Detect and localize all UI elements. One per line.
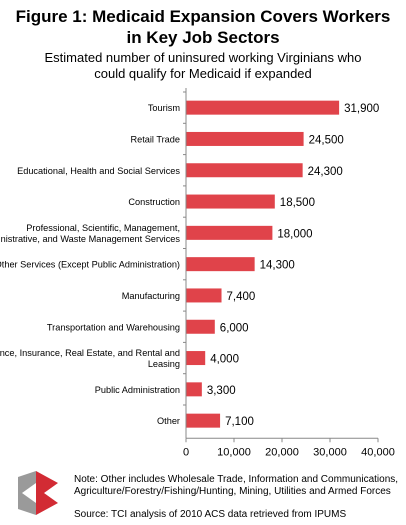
bar <box>186 194 275 209</box>
chart-note: Note: Other includes Wholesale Trade, In… <box>74 474 399 497</box>
bar <box>186 319 215 334</box>
bar <box>186 163 303 178</box>
x-tick-label: 40,000 <box>361 446 395 458</box>
data-label: 3,300 <box>207 385 236 397</box>
bar <box>186 382 202 397</box>
data-label: 24,300 <box>308 166 343 178</box>
category-label: Manufacturing <box>122 291 180 301</box>
data-label: 24,500 <box>309 134 344 146</box>
chart-subtitle-line-1: Estimated number of uninsured working Vi… <box>44 50 362 65</box>
data-label: 7,100 <box>225 416 254 428</box>
data-label: 18,000 <box>277 228 312 240</box>
data-label: 31,900 <box>344 103 379 115</box>
chart-subtitle-line-2: could qualify for Medicaid if expanded <box>94 66 312 81</box>
data-label: 7,400 <box>227 291 256 303</box>
bar <box>186 225 273 240</box>
category-label: Transportation and Warehousing <box>47 322 180 332</box>
data-label: 14,300 <box>260 260 295 272</box>
data-label: 18,500 <box>280 197 315 209</box>
category-label: Retail Trade <box>130 134 180 144</box>
bar <box>186 257 255 272</box>
category-label: Tourism <box>148 103 181 113</box>
bar <box>186 288 222 303</box>
bar <box>186 100 340 115</box>
chart-title-line-2: in Key Job Sectors <box>126 28 280 47</box>
x-tick-label: 30,000 <box>313 446 347 458</box>
category-label: Construction <box>128 197 180 207</box>
x-tick-label: 10,000 <box>217 446 251 458</box>
data-label: 6,000 <box>220 322 249 334</box>
bar <box>186 351 206 366</box>
bar <box>186 413 221 428</box>
category-label: Educational, Health and Social Services <box>17 166 180 176</box>
chart-title-line-1: Figure 1: Medicaid Expansion Covers Work… <box>15 7 391 26</box>
category-label: Other <box>157 416 180 426</box>
tci-logo-icon <box>14 469 62 517</box>
category-label: Public Administration <box>95 385 180 395</box>
category-label: Professional, Scientific, Management,Adm… <box>0 223 180 244</box>
bar-chart: Tourism 31,900 Retail Trade 24,500 Education… <box>0 88 395 458</box>
chart-source: Source: TCI analysis of 2010 ACS data re… <box>74 509 347 520</box>
category-label: Other Services (Except Public Administra… <box>0 260 180 270</box>
category-label: Finance, Insurance, Real Estate, and Ren… <box>0 348 180 369</box>
x-tick-label: 0 <box>183 446 189 458</box>
x-tick-label: 20,000 <box>265 446 299 458</box>
data-label: 4,000 <box>210 354 239 366</box>
bar <box>186 131 304 146</box>
